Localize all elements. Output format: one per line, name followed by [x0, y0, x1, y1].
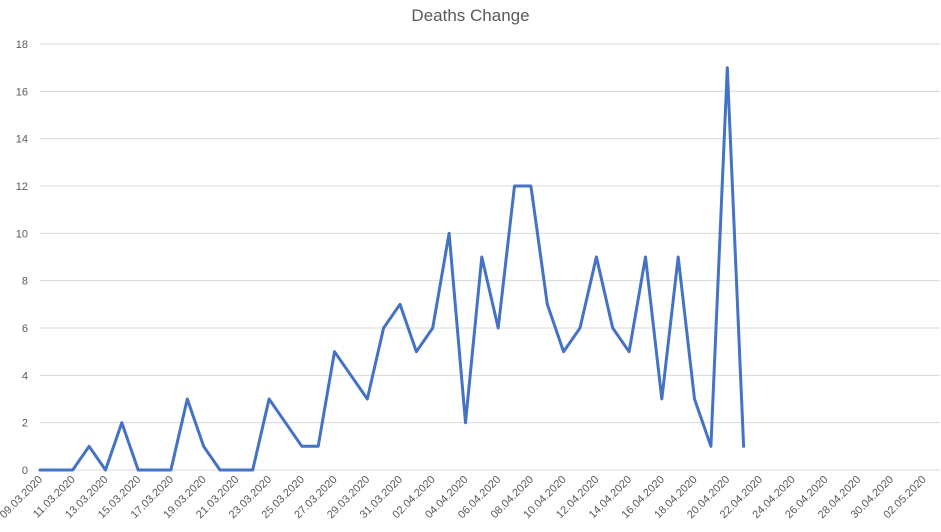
grid-lines — [40, 43, 940, 471]
y-tick-label: 18 — [16, 39, 28, 51]
series-line — [38, 66, 746, 472]
y-tick-label: 4 — [22, 370, 28, 382]
y-tick-labels: 0 2 4 6 8 10 12 14 16 18 — [16, 39, 28, 477]
y-tick-label: 14 — [16, 134, 28, 146]
y-tick-label: 8 — [22, 276, 28, 288]
y-tick-label: 16 — [16, 86, 28, 98]
y-tick-label: 10 — [16, 228, 28, 240]
x-tick-labels: 09.03.202011.03.202013.03.202015.03.2020… — [0, 474, 929, 521]
chart-title: Deaths Change — [411, 6, 530, 25]
y-tick-label: 2 — [22, 418, 28, 430]
y-tick-label: 0 — [22, 465, 28, 477]
y-tick-label: 6 — [22, 323, 28, 335]
y-tick-label: 12 — [16, 181, 28, 193]
series-layer — [38, 66, 746, 472]
